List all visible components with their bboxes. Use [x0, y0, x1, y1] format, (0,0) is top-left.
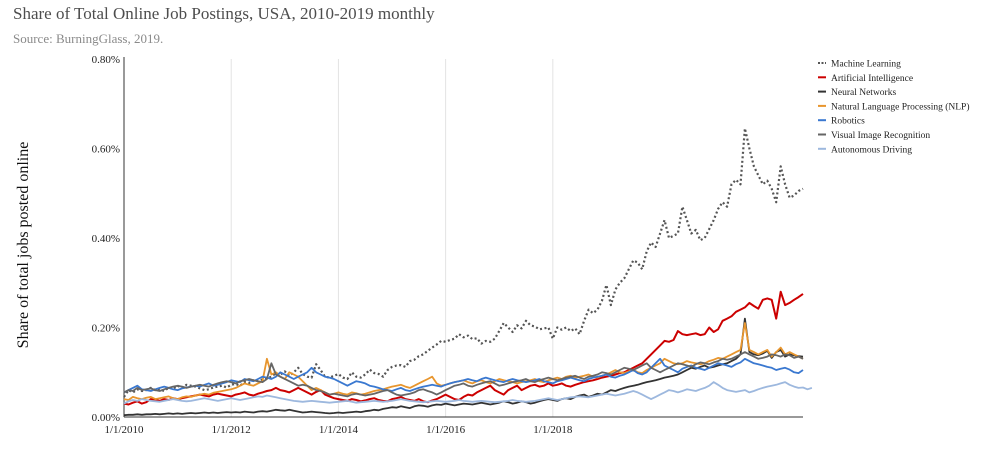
series-line-1	[123, 290, 804, 406]
y-tick-label: 0.60%	[92, 144, 120, 156]
series-line-6	[123, 381, 813, 405]
legend-label-0: Machine Learning	[831, 60, 901, 70]
x-tick-label: 1/1/2010	[104, 424, 144, 436]
grid	[230, 59, 554, 417]
legend-label-5: Visual Image Recognition	[831, 131, 930, 141]
x-tick-label: 1/1/2018	[533, 424, 573, 436]
legend-label-4: Robotics	[831, 117, 865, 127]
legend-label-6: Autonomous Driving	[831, 145, 912, 155]
chart-title: Share of Total Online Job Postings, USA,…	[13, 4, 435, 23]
x-tick-label: 1/1/2014	[319, 424, 359, 436]
axes: 1/1/2010 1/1/2012 1/1/2014 1/1/2016 1/1/2018…	[92, 54, 803, 436]
y-tick-label: 0.80%	[92, 54, 120, 66]
legend-label-1: Artificial Intelligence	[831, 73, 913, 84]
series-line-5	[123, 351, 804, 398]
x-tick-label: 1/1/2016	[426, 424, 466, 436]
legend: Machine Learning Artificial Intelligence N…	[818, 60, 970, 155]
y-tick-label: 0.20%	[92, 323, 120, 335]
chart-subtitle: Source: BurningGlass, 2019.	[13, 31, 164, 46]
series-line-2	[123, 317, 804, 417]
series-line-0	[123, 127, 804, 398]
legend-label-3: Natural Language Processing (NLP)	[831, 101, 970, 112]
y-tick-label: 0.00%	[92, 412, 120, 424]
x-tick-label: 1/1/2012	[212, 424, 251, 436]
y-tick-label: 0.40%	[92, 233, 120, 245]
legend-label-2: Neural Networks	[831, 88, 896, 98]
y-axis-label: Share of total jobs posted online	[15, 142, 32, 349]
series-lines	[123, 127, 813, 417]
